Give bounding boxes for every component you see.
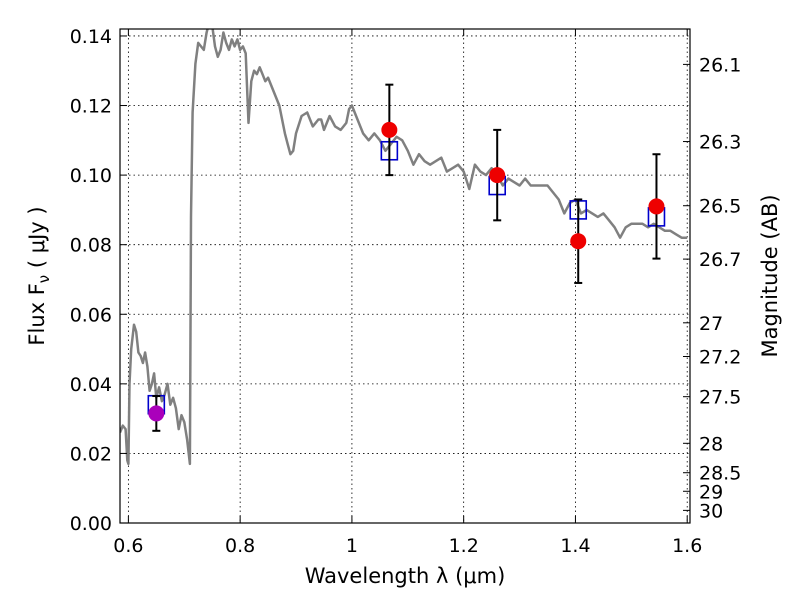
observed-point bbox=[648, 198, 665, 215]
y2-tick-label: 28.5 bbox=[699, 463, 741, 485]
x-ticks: 0.6 0.8 1 1.2 1.4 1.6 bbox=[113, 29, 702, 557]
line-series bbox=[120, 29, 688, 466]
grid-lines bbox=[120, 29, 690, 524]
x-tick-label: 0.8 bbox=[225, 535, 255, 557]
y-tick-label: 0.14 bbox=[70, 26, 112, 48]
x-tick-label: 0.6 bbox=[113, 535, 143, 557]
y2-tick-label: 30 bbox=[699, 500, 723, 522]
y-axis-label-sub: ν bbox=[35, 275, 53, 283]
x-tick-label: 1.4 bbox=[560, 535, 590, 557]
plot-frame bbox=[119, 28, 691, 524]
y-tick-label: 0.04 bbox=[70, 374, 112, 396]
x-tick-label: 1.2 bbox=[449, 535, 479, 557]
x-axis-label: Wavelength λ (μm) bbox=[305, 564, 506, 588]
x-tick-label: 1.6 bbox=[672, 535, 702, 557]
y-tick-label: 0.12 bbox=[70, 96, 112, 118]
y2-tick-label: 29 bbox=[699, 481, 723, 503]
y2-tick-label: 28 bbox=[699, 433, 723, 455]
y-tick-label: 0.08 bbox=[70, 235, 112, 257]
observed-point bbox=[381, 121, 398, 138]
y2-tick-label: 27 bbox=[699, 313, 723, 335]
y-tick-label: 0.06 bbox=[70, 304, 112, 326]
y-axis-label-unit: ( μJy ) bbox=[25, 206, 49, 274]
y2-tick-label: 26.3 bbox=[699, 132, 741, 154]
y-axis-label: Flux Fν ( μJy ) bbox=[25, 206, 53, 345]
y-ticks: 0.00 0.02 0.04 0.06 0.08 0.10 0.12 0.14 bbox=[70, 26, 127, 535]
y-tick-label: 0.10 bbox=[70, 165, 112, 187]
y-tick-label: 0.00 bbox=[70, 513, 112, 535]
y2-tick-label: 27.5 bbox=[699, 387, 741, 409]
x-tick-label: 1 bbox=[346, 535, 358, 557]
observed-point bbox=[489, 167, 506, 184]
y2-tick-label: 26.7 bbox=[699, 249, 741, 271]
y2-tick-label: 27.2 bbox=[699, 346, 741, 368]
y2-axis-label: Magnitude (AB) bbox=[758, 194, 782, 357]
y2-tick-label: 26.1 bbox=[699, 54, 741, 76]
observed-point bbox=[570, 233, 587, 250]
point-series bbox=[147, 83, 666, 432]
spectrum-line bbox=[120, 29, 688, 466]
observed-point bbox=[148, 405, 165, 422]
y-tick-label: 0.02 bbox=[70, 443, 112, 465]
y2-tick-label: 26.5 bbox=[699, 196, 741, 218]
